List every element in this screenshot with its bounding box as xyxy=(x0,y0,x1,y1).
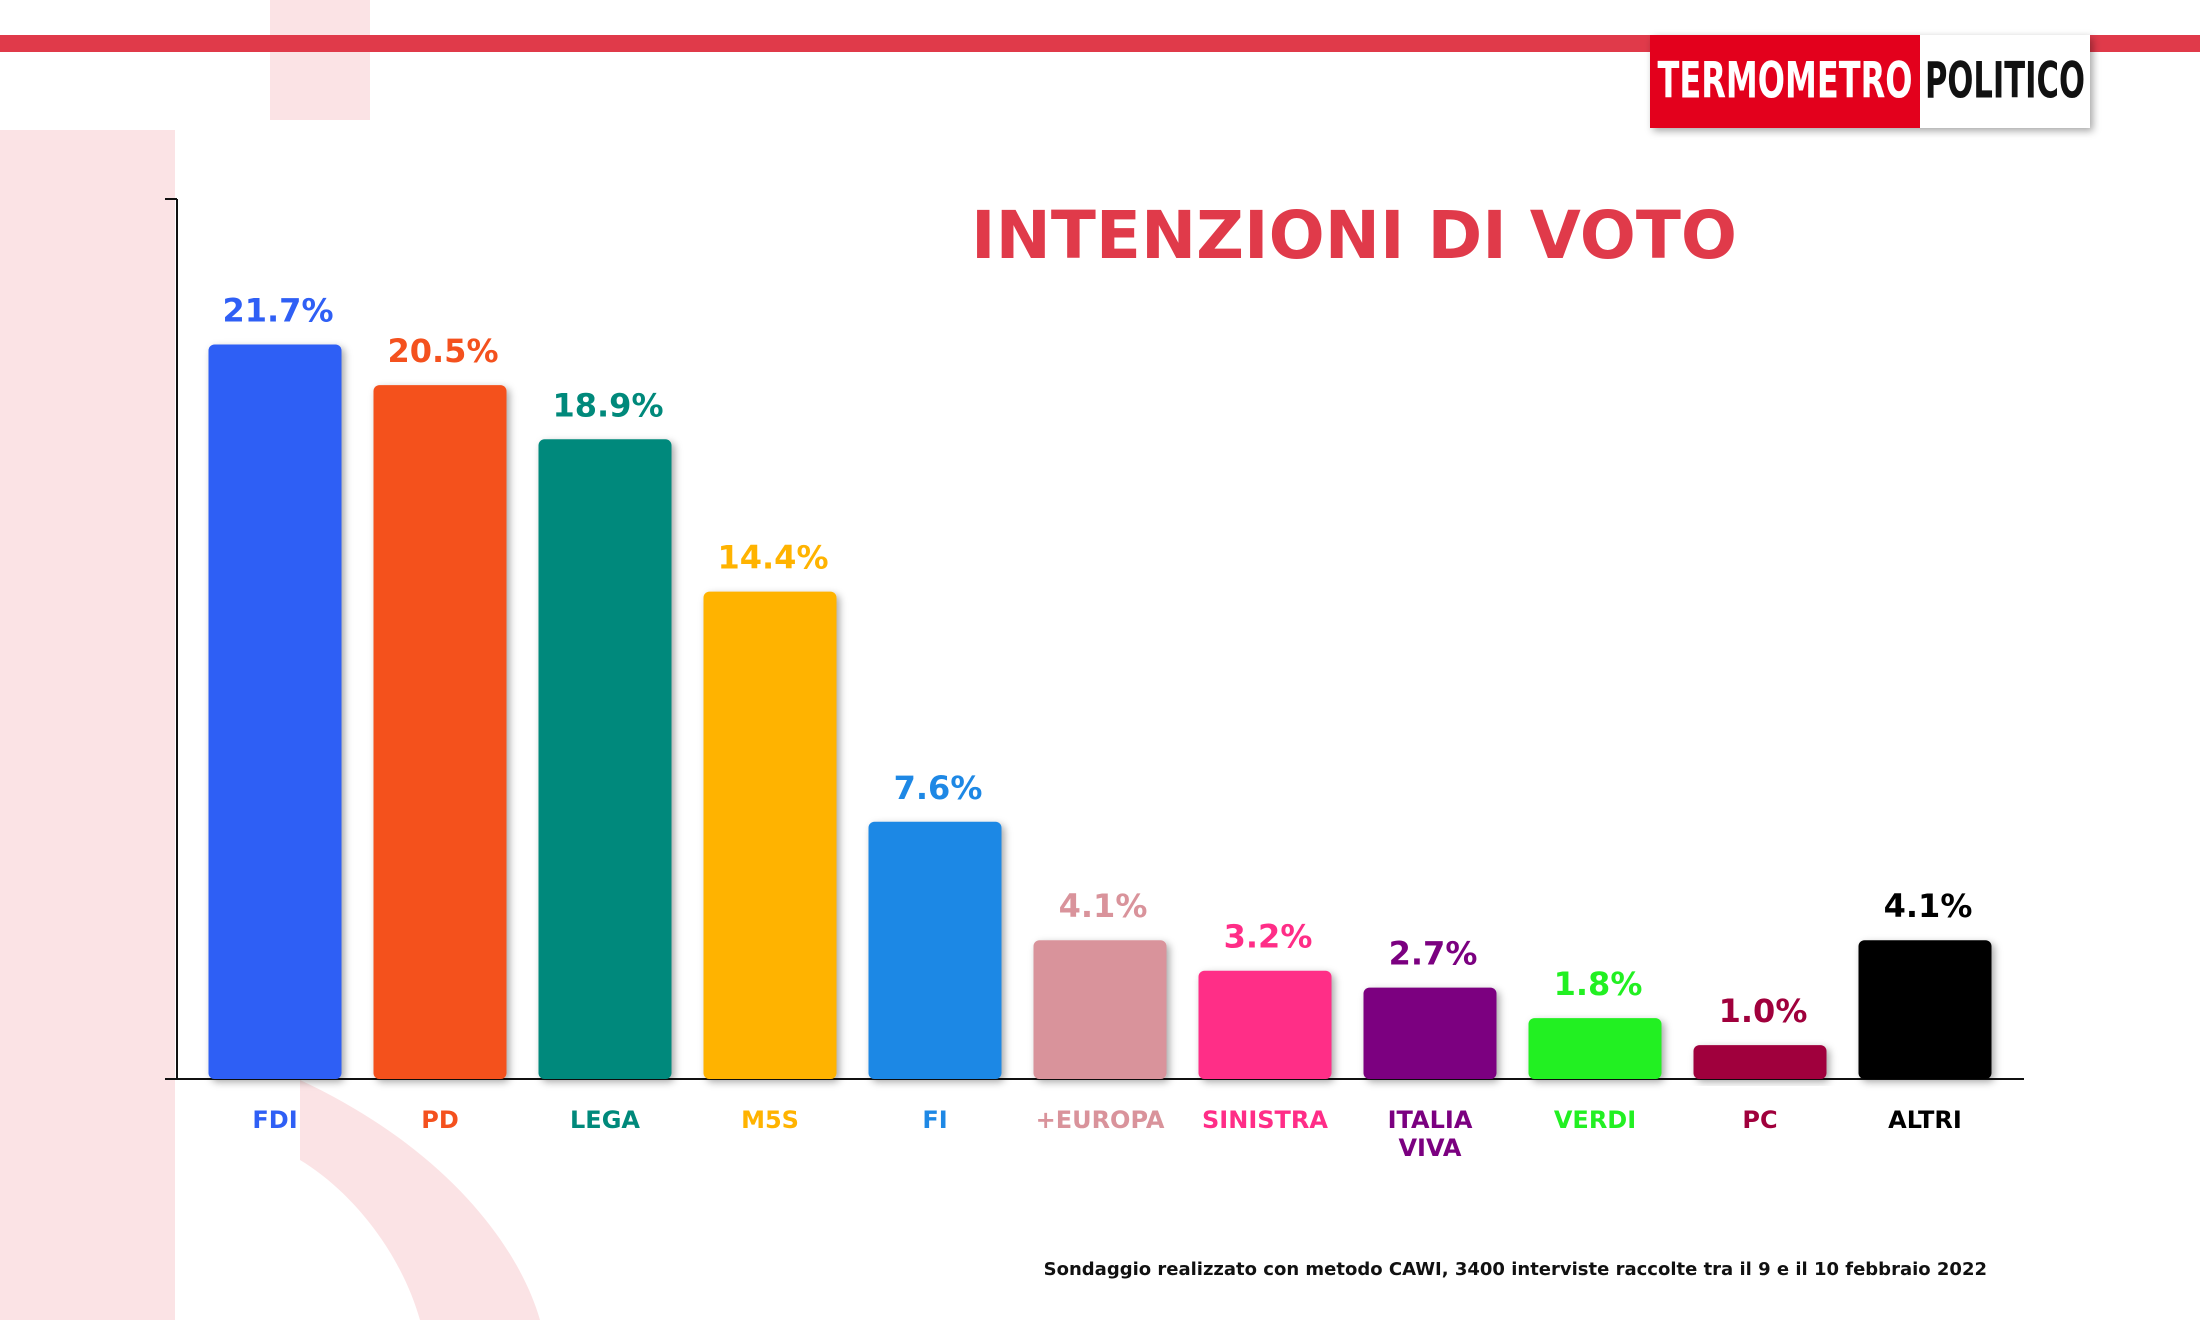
value-label: 7.6% xyxy=(894,769,983,807)
bar xyxy=(1363,987,1497,1079)
value-label: 4.1% xyxy=(1059,887,1148,925)
bar xyxy=(1198,970,1332,1079)
x-tick-label: PD xyxy=(421,1106,459,1134)
bar xyxy=(1693,1045,1827,1079)
bar xyxy=(538,439,672,1079)
value-label: 14.4% xyxy=(717,539,828,577)
bar xyxy=(703,591,837,1079)
x-tick-label: PC xyxy=(1742,1106,1778,1134)
value-label: 21.7% xyxy=(222,292,333,330)
value-label: 18.9% xyxy=(552,386,663,424)
value-label: 1.0% xyxy=(1719,992,1808,1030)
logo-right: POLITICO xyxy=(1925,52,2085,110)
value-label: 20.5% xyxy=(387,332,498,370)
footnote: Sondaggio realizzato con metodo CAWI, 34… xyxy=(1044,1259,1987,1280)
bar xyxy=(1033,940,1167,1079)
bar xyxy=(1528,1018,1662,1079)
logo xyxy=(1650,35,2090,128)
bar xyxy=(1858,940,1992,1079)
x-tick-label: LEGA xyxy=(570,1106,640,1134)
chart-title: INTENZIONI DI VOTO xyxy=(971,197,1737,274)
value-label: 3.2% xyxy=(1224,918,1313,956)
x-tick-label: +EUROPA xyxy=(1035,1106,1165,1134)
x-tick-label: FI xyxy=(922,1106,948,1134)
x-tick-label: VERDI xyxy=(1553,1106,1637,1134)
logo-left: TERMOMETRO xyxy=(1658,52,1913,110)
value-label: 2.7% xyxy=(1389,935,1478,973)
value-label: 4.1% xyxy=(1884,887,1973,925)
x-tick-label: FDI xyxy=(252,1106,298,1134)
x-tick-label: ALTRI xyxy=(1888,1106,1962,1134)
x-tick-label: SINISTRA xyxy=(1202,1106,1328,1134)
bar xyxy=(208,344,342,1079)
x-tick-label: ITALIA VIVA xyxy=(1387,1106,1473,1162)
x-tick-label: M5S xyxy=(741,1106,799,1134)
background-decor xyxy=(0,0,540,1320)
bar xyxy=(373,385,507,1080)
bar xyxy=(868,821,1002,1079)
value-label: 1.8% xyxy=(1554,965,1643,1003)
